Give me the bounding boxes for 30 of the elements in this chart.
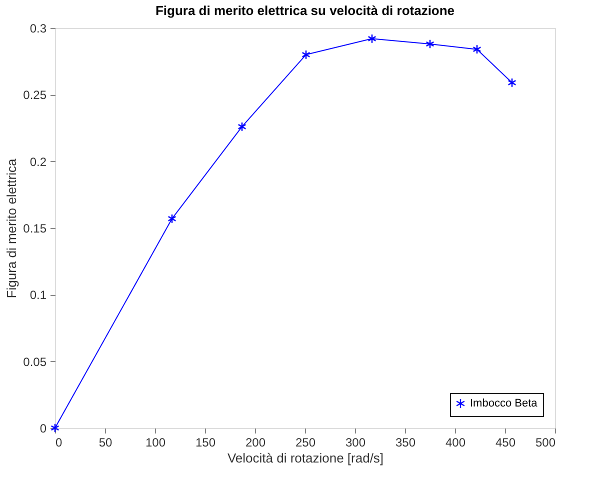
x-tick-label: 500 bbox=[535, 436, 556, 450]
x-tick-label: 0 bbox=[56, 436, 62, 450]
x-tick-label: 350 bbox=[395, 436, 416, 450]
x-axis-title: Velocità di rotazione [rad/s] bbox=[227, 450, 384, 466]
x-tick-label: 200 bbox=[245, 436, 266, 450]
point bbox=[302, 50, 310, 60]
y-tick-label: 0.25 bbox=[23, 88, 47, 102]
chart-title: Figura di merito elettrica su velocità di rotazione bbox=[155, 3, 455, 18]
x-tick-label: 400 bbox=[445, 436, 466, 450]
point bbox=[368, 34, 376, 44]
y-axis-title: Figura di merito elettrica bbox=[4, 158, 20, 298]
y-tick-label: 0.05 bbox=[23, 354, 47, 369]
legend-label: Imbocco Beta bbox=[470, 398, 538, 410]
y-tick-label: 0.2 bbox=[30, 154, 47, 169]
x-tick-label: 50 bbox=[98, 436, 112, 450]
point bbox=[168, 214, 176, 224]
y-tick-label: 0.1 bbox=[30, 288, 47, 302]
x-tick-label: 300 bbox=[345, 436, 366, 450]
x-tick-label: 100 bbox=[145, 436, 166, 450]
point bbox=[472, 44, 482, 54]
x-tick-label: 450 bbox=[495, 436, 516, 450]
point bbox=[508, 78, 516, 88]
y-tick-label: 0.15 bbox=[23, 222, 47, 236]
y-tick-label: 0 bbox=[40, 422, 47, 436]
x-tick-label: 250 bbox=[295, 436, 316, 450]
point bbox=[238, 122, 246, 132]
x-tick-label: 150 bbox=[195, 436, 216, 450]
point bbox=[426, 39, 434, 49]
point bbox=[50, 423, 60, 433]
y-tick-label: 0.3 bbox=[30, 22, 47, 36]
